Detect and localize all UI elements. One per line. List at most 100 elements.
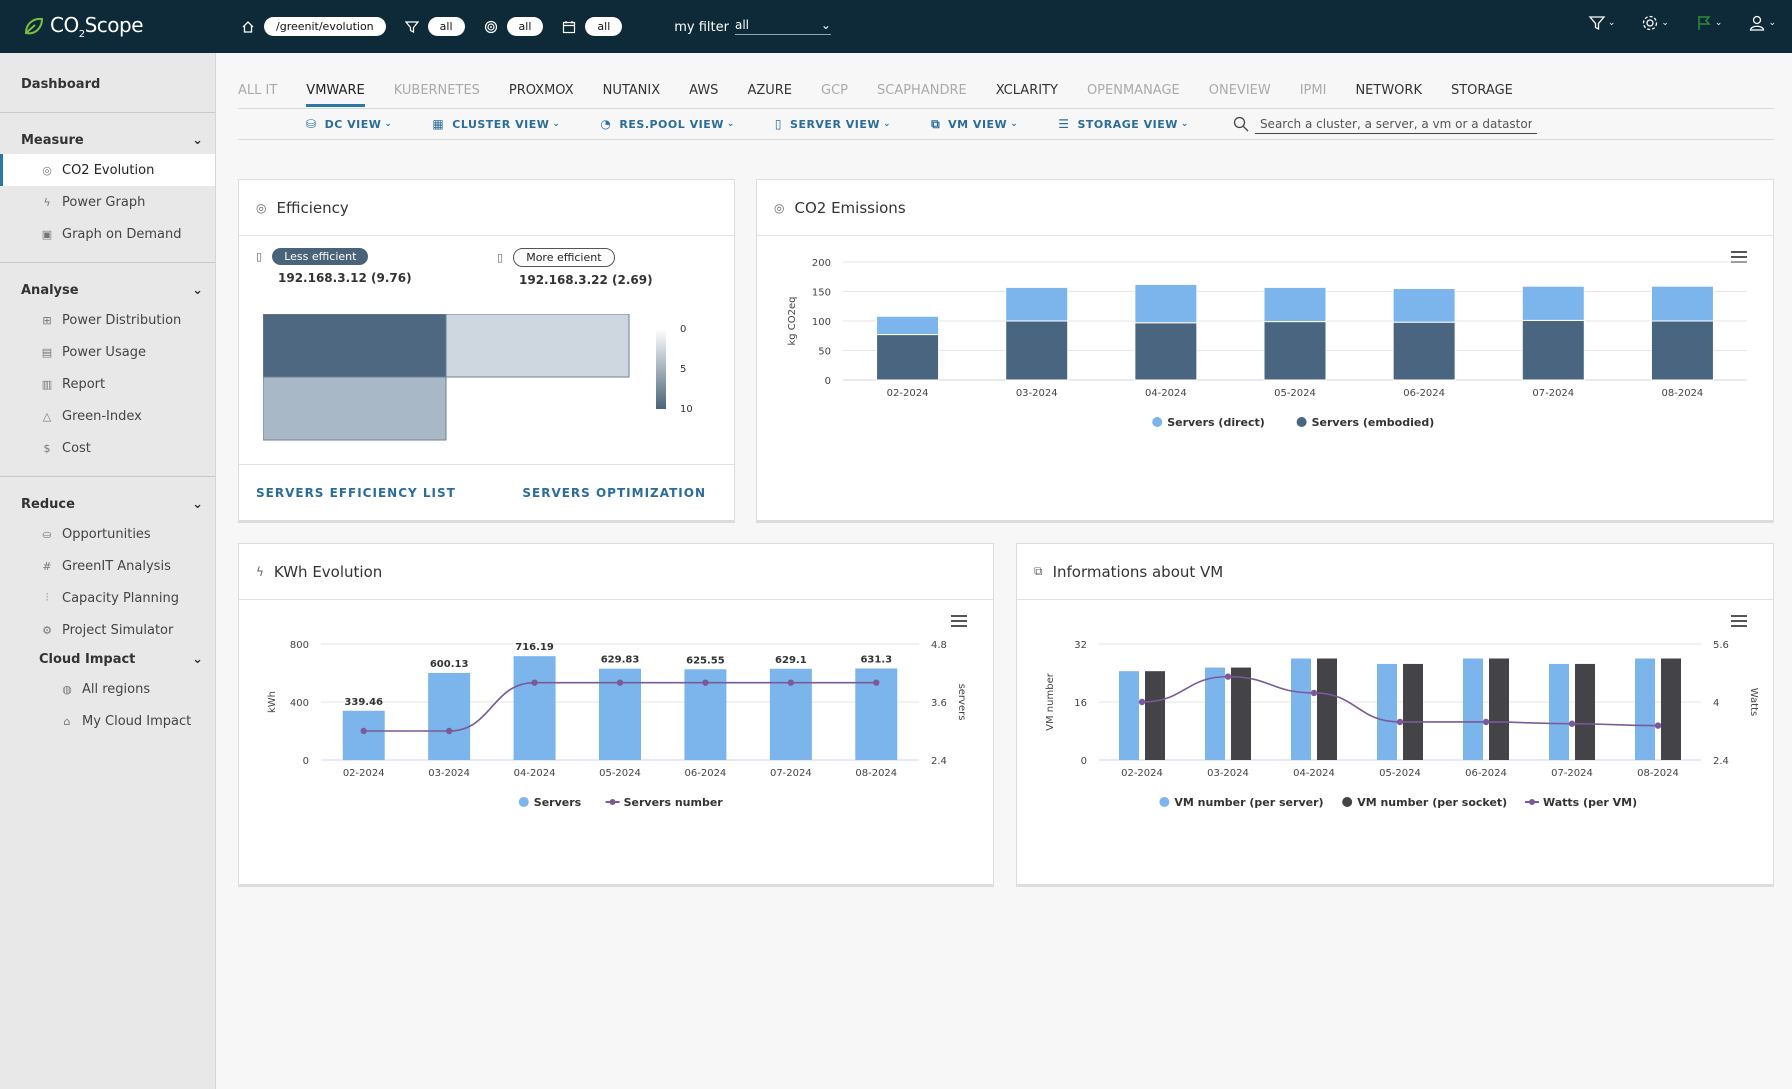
chart-icon: ▣ xyxy=(41,227,53,241)
filter-pill[interactable]: all xyxy=(427,17,465,36)
chart-menu-icon[interactable] xyxy=(951,614,967,628)
sidebar-item-co2-evolution[interactable]: ◎ CO2 Evolution xyxy=(0,154,215,186)
sidebar-item-report[interactable]: ▥ Report xyxy=(41,376,106,392)
sidebar-item-capacity-planning[interactable]: ⫶ Capacity Planning xyxy=(0,582,215,614)
tab-gcp[interactable]: GCP xyxy=(821,83,848,98)
line-point xyxy=(445,727,453,735)
x-tick-label: 04-2024 xyxy=(514,768,556,779)
line-point xyxy=(531,679,538,686)
tab-aws[interactable]: AWS xyxy=(689,83,719,98)
sidebar-item-opportunities[interactable]: ⛀ Opportunities xyxy=(0,518,215,550)
storage-view-button[interactable]: ☰ STORAGE VIEW ⌄ xyxy=(1058,117,1189,131)
sidebar-item-graph-on-demand[interactable]: ▣ Graph on Demand xyxy=(41,226,182,242)
calendar-icon[interactable] xyxy=(561,19,577,35)
bar xyxy=(1377,663,1397,760)
servers-optimization-link[interactable]: SERVERS OPTIMIZATION xyxy=(522,485,706,500)
sidebar-head-reduce[interactable]: Reduce ⌄ xyxy=(21,497,203,512)
more-efficient-badge: More efficient xyxy=(513,248,615,267)
sidebar-head-cloud-impact[interactable]: Cloud Impact ⌄ xyxy=(39,652,203,667)
tab-proxmox[interactable]: PROXMOX xyxy=(508,83,574,98)
user-menu[interactable]: ⌄ xyxy=(1748,14,1776,32)
home-icon[interactable] xyxy=(240,19,256,35)
flag-menu[interactable]: ⌄ xyxy=(1695,14,1722,32)
servers-efficiency-list-link[interactable]: SERVERS EFFICIENCY LIST xyxy=(256,485,456,500)
tab-scaphandre[interactable]: SCAPHANDRE xyxy=(877,83,967,98)
data-label: 716.19 xyxy=(515,642,554,653)
heatmap-cell[interactable] xyxy=(263,314,447,378)
heatmap-cell[interactable] xyxy=(445,314,630,378)
sidebar-item-green-index[interactable]: △ Green-Index xyxy=(0,400,215,432)
filter-menu[interactable]: ⌄ xyxy=(1588,14,1615,32)
legend-marker xyxy=(1159,797,1170,807)
co2-emissions-chart: 0 50 100 150 200 kg CO2eq 02-2024 03-2024 04-202… xyxy=(787,258,1747,429)
tab-ipmi[interactable]: IPMI xyxy=(1299,83,1327,98)
y-tick-label: 100 xyxy=(812,317,831,328)
y-tick-label: 16 xyxy=(1074,698,1087,709)
x-tick-label: 05-2024 xyxy=(1274,388,1316,399)
scope-pill[interactable]: all xyxy=(506,17,544,36)
logo[interactable]: CO2Scope xyxy=(22,13,202,40)
tab-network[interactable]: NETWORK xyxy=(1355,83,1422,98)
bar xyxy=(1650,320,1714,381)
vm-view-button[interactable]: ⧉ VM VIEW ⌄ xyxy=(931,116,1019,131)
co2-icon: ◎ xyxy=(42,163,52,177)
my-filter-select[interactable]: all ⌄ xyxy=(734,18,831,35)
target-icon[interactable] xyxy=(483,19,499,35)
x-tick-label: 03-2024 xyxy=(1016,388,1058,399)
legend-marker xyxy=(1342,797,1353,807)
line-point xyxy=(360,727,367,735)
tab-vmware[interactable]: VMWARE xyxy=(306,77,365,107)
chart-menu-icon[interactable] xyxy=(1731,614,1747,628)
sidebar-head-measure[interactable]: Measure ⌄ xyxy=(21,133,203,148)
bar xyxy=(1661,658,1681,760)
date-pill[interactable]: all xyxy=(585,17,623,36)
line-point xyxy=(1310,689,1318,697)
x-tick-label: 02-2024 xyxy=(343,768,385,779)
search-input[interactable] xyxy=(1254,114,1537,134)
less-efficient-badge: Less efficient xyxy=(272,248,369,265)
tab-xclarity[interactable]: XCLARITY xyxy=(995,83,1058,98)
server-view-button[interactable]: ▯ SERVER VIEW ⌄ xyxy=(774,117,892,131)
sidebar-item-power-graph[interactable]: ϟ Power Graph xyxy=(0,186,215,218)
y2-tick-label: 5.6 xyxy=(1713,640,1729,651)
tab-storage[interactable]: STORAGE xyxy=(1450,83,1513,98)
sidebar-item-my-cloud-impact[interactable]: ⌂ My Cloud Impact xyxy=(0,705,215,737)
legend-marker xyxy=(1529,799,1535,805)
dc-view-button[interactable]: ⛁ DC VIEW ⌄ xyxy=(306,117,393,131)
settings-menu[interactable]: ⌄ xyxy=(1641,14,1669,32)
line-point xyxy=(787,679,795,686)
heatmap-scale-bar xyxy=(656,329,666,409)
sidebar-item-all-regions[interactable]: ◍ All regions xyxy=(0,673,215,705)
y2-tick-label: 2.4 xyxy=(1713,756,1729,767)
sidebar-item-project-simulator[interactable]: ⚙ Project Simulator xyxy=(0,614,215,646)
line-point xyxy=(1224,673,1232,680)
sidebar-item-cost[interactable]: $ Cost xyxy=(0,432,215,464)
sidebar-dashboard[interactable]: Dashboard xyxy=(0,53,215,113)
efficiency-card: ◎ Efficiency ▯ Less efficient 192.168.3.1… xyxy=(238,179,735,523)
filter-icon[interactable] xyxy=(404,19,420,35)
tab-nutanix[interactable]: NUTANIX xyxy=(602,83,661,98)
vm-icon: ⧉ xyxy=(1034,564,1043,578)
legend-entry: Servers number xyxy=(624,796,724,809)
heatmap-scale-label: 0 xyxy=(680,324,686,335)
sidebar-item-greenit-analysis[interactable]: # GreenIT Analysis xyxy=(0,550,215,582)
main-content: ALL IT VMWARE KUBERNETES PROXMOX NUTANIX AWS A… xyxy=(216,53,1792,1089)
sidebar-head-analyse[interactable]: Analyse ⌄ xyxy=(21,283,203,298)
cluster-view-button[interactable]: ▦ CLUSTER VIEW ⌄ xyxy=(432,117,561,131)
legend-entry: VM number (per server) xyxy=(1174,796,1323,809)
less-efficient-value: 192.168.3.12 (9.76) xyxy=(278,271,412,285)
tab-azure[interactable]: AZURE xyxy=(747,83,792,98)
sidebar-item-power-distribution[interactable]: ⊞ Power Distribution xyxy=(0,304,215,336)
respool-view-button[interactable]: ◔ RES.POOL VIEW ⌄ xyxy=(600,117,735,131)
path-pill[interactable]: /greenit/evolution xyxy=(264,17,386,36)
globe-icon: ◍ xyxy=(62,682,72,696)
tab-kubernetes[interactable]: KUBERNETES xyxy=(393,83,480,98)
heatmap-cell[interactable] xyxy=(263,376,447,441)
tab-openmanage[interactable]: OPENMANAGE xyxy=(1086,83,1180,98)
flag-icon xyxy=(1698,16,1711,30)
tab-oneview[interactable]: ONEVIEW xyxy=(1208,83,1271,98)
sidebar-item-power-usage[interactable]: ▤ Power Usage xyxy=(41,344,146,360)
gear-icon xyxy=(1643,15,1658,31)
server-icon: ▯ xyxy=(256,250,263,263)
tab-all-it[interactable]: ALL IT xyxy=(238,83,278,98)
